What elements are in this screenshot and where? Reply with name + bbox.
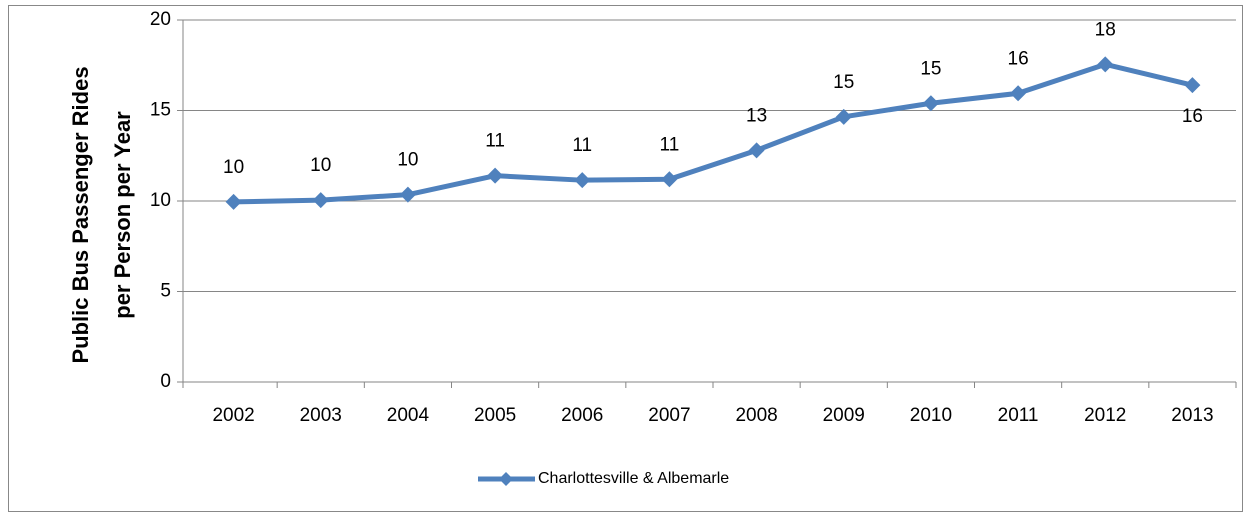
point-marker (1184, 77, 1201, 94)
point-marker (922, 95, 939, 112)
x-tick-label: 2003 (300, 405, 342, 426)
data-label: 15 (833, 72, 854, 93)
y-tick-label: 15 (150, 100, 171, 121)
y-tick-label: 5 (160, 281, 171, 302)
x-tick-label: 2012 (1084, 405, 1126, 426)
data-label: 11 (572, 135, 592, 156)
legend-label: Charlottesville & Albemarle (538, 470, 729, 487)
data-label: 16 (1182, 106, 1203, 127)
x-tick-label: 2009 (823, 405, 865, 426)
x-tick-label: 2013 (1171, 405, 1213, 426)
point-marker (312, 192, 329, 209)
point-marker (748, 142, 765, 159)
point-marker (835, 108, 852, 125)
x-tick-label: 2007 (648, 405, 690, 426)
data-label: 10 (310, 155, 331, 176)
data-label: 10 (223, 157, 244, 178)
y-tick-label: 0 (160, 371, 171, 392)
legend-marker (499, 472, 513, 486)
point-marker (399, 186, 416, 203)
point-marker (574, 172, 591, 189)
x-tick-label: 2002 (212, 405, 254, 426)
x-tick-label: 2004 (387, 405, 430, 426)
point-marker (225, 193, 242, 210)
data-label: 11 (485, 131, 505, 152)
data-label: 13 (746, 105, 767, 126)
x-tick-label: 2010 (910, 405, 952, 426)
data-label: 10 (397, 150, 418, 171)
x-tick-label: 2011 (998, 405, 1039, 426)
y-tick-label: 10 (150, 190, 171, 211)
point-marker (661, 171, 678, 188)
y-tick-label: 20 (150, 9, 171, 30)
point-marker (1010, 85, 1027, 102)
point-marker (487, 167, 504, 184)
x-tick-label: 2008 (735, 405, 777, 426)
data-label: 18 (1095, 19, 1116, 40)
x-tick-label: 2005 (474, 405, 516, 426)
data-label: 16 (1008, 48, 1029, 69)
y-axis-label: per Person per Year (110, 111, 135, 319)
chart-border (8, 5, 1243, 512)
data-label: 15 (920, 58, 941, 79)
y-axis-label: Public Bus Passenger Rides (68, 66, 93, 363)
point-marker (1097, 56, 1114, 73)
series-line (233, 61, 1194, 205)
x-tick-label: 2006 (561, 405, 603, 426)
data-label: 11 (660, 134, 680, 155)
